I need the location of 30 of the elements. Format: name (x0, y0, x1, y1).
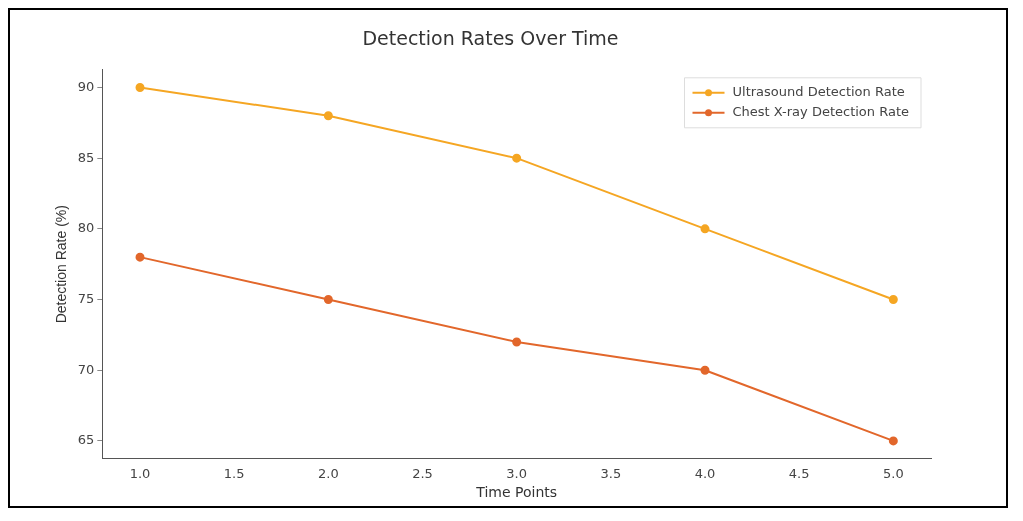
x-tick-label: 1.5 (223, 465, 245, 481)
legend-label: Chest X-ray Detection Rate (732, 104, 909, 120)
point (700, 224, 710, 234)
point (888, 436, 898, 446)
point (135, 82, 145, 92)
point (135, 252, 145, 262)
y-tick-label: 85 (77, 149, 95, 165)
x-tick-label: 2.0 (318, 465, 339, 481)
x-tick-label: 5.0 (882, 465, 904, 481)
y-tick-label: 75 (77, 290, 95, 306)
point (512, 337, 522, 347)
x-tick-label: 4.0 (694, 465, 716, 481)
chart-title: Detection Rates Over Time (362, 27, 619, 50)
x-tick-label: 3.5 (600, 465, 622, 481)
x-tick-label: 1.0 (129, 465, 151, 481)
y-tick-label: 65 (77, 432, 95, 448)
y-tick-label: 80 (77, 220, 95, 236)
x-tick-label: 2.5 (412, 465, 433, 481)
x-axis-title: Time Points (475, 484, 558, 501)
y-axis-title: Detection Rate (%) (53, 205, 70, 324)
point (323, 295, 333, 305)
legend-label: Ultrasound Detection Rate (732, 84, 905, 100)
x-tick-label: 4.5 (788, 465, 810, 481)
point (323, 111, 333, 121)
x-tick-label: 3.0 (506, 465, 528, 481)
point (512, 153, 522, 163)
point (700, 365, 710, 375)
point (888, 295, 898, 305)
y-tick-label: 70 (77, 361, 95, 377)
y-tick-label: 90 (77, 78, 95, 94)
